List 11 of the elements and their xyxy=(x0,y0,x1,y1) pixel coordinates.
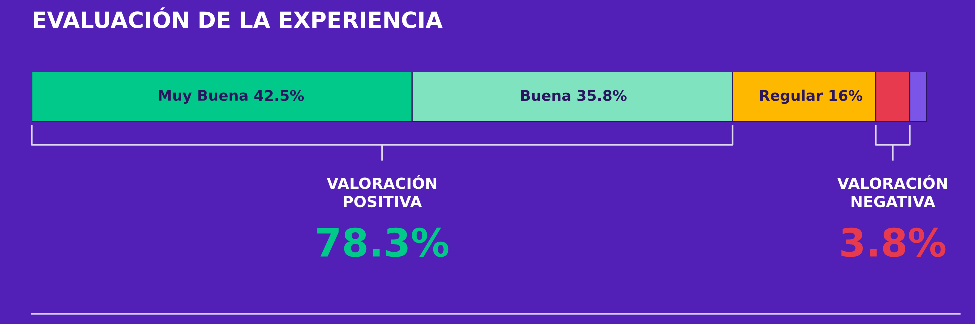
text: VALORACIÓN NEGATIVA xyxy=(838,174,948,208)
data-label: 42.5% xyxy=(254,90,304,102)
series-label: Muy Buena xyxy=(159,90,248,104)
text: 3.8% xyxy=(842,228,946,258)
text: VALORACIÓN POSITIVA xyxy=(326,174,437,208)
series-label: Regular xyxy=(760,90,824,104)
data-label: 16% xyxy=(830,90,863,102)
series-label: Buena xyxy=(521,90,571,102)
text: 78.3% xyxy=(318,228,449,258)
data-label: 35.8% xyxy=(578,90,627,102)
chart-title: EVALUACIÓN DE LA EXPERIENCIA xyxy=(34,8,443,28)
